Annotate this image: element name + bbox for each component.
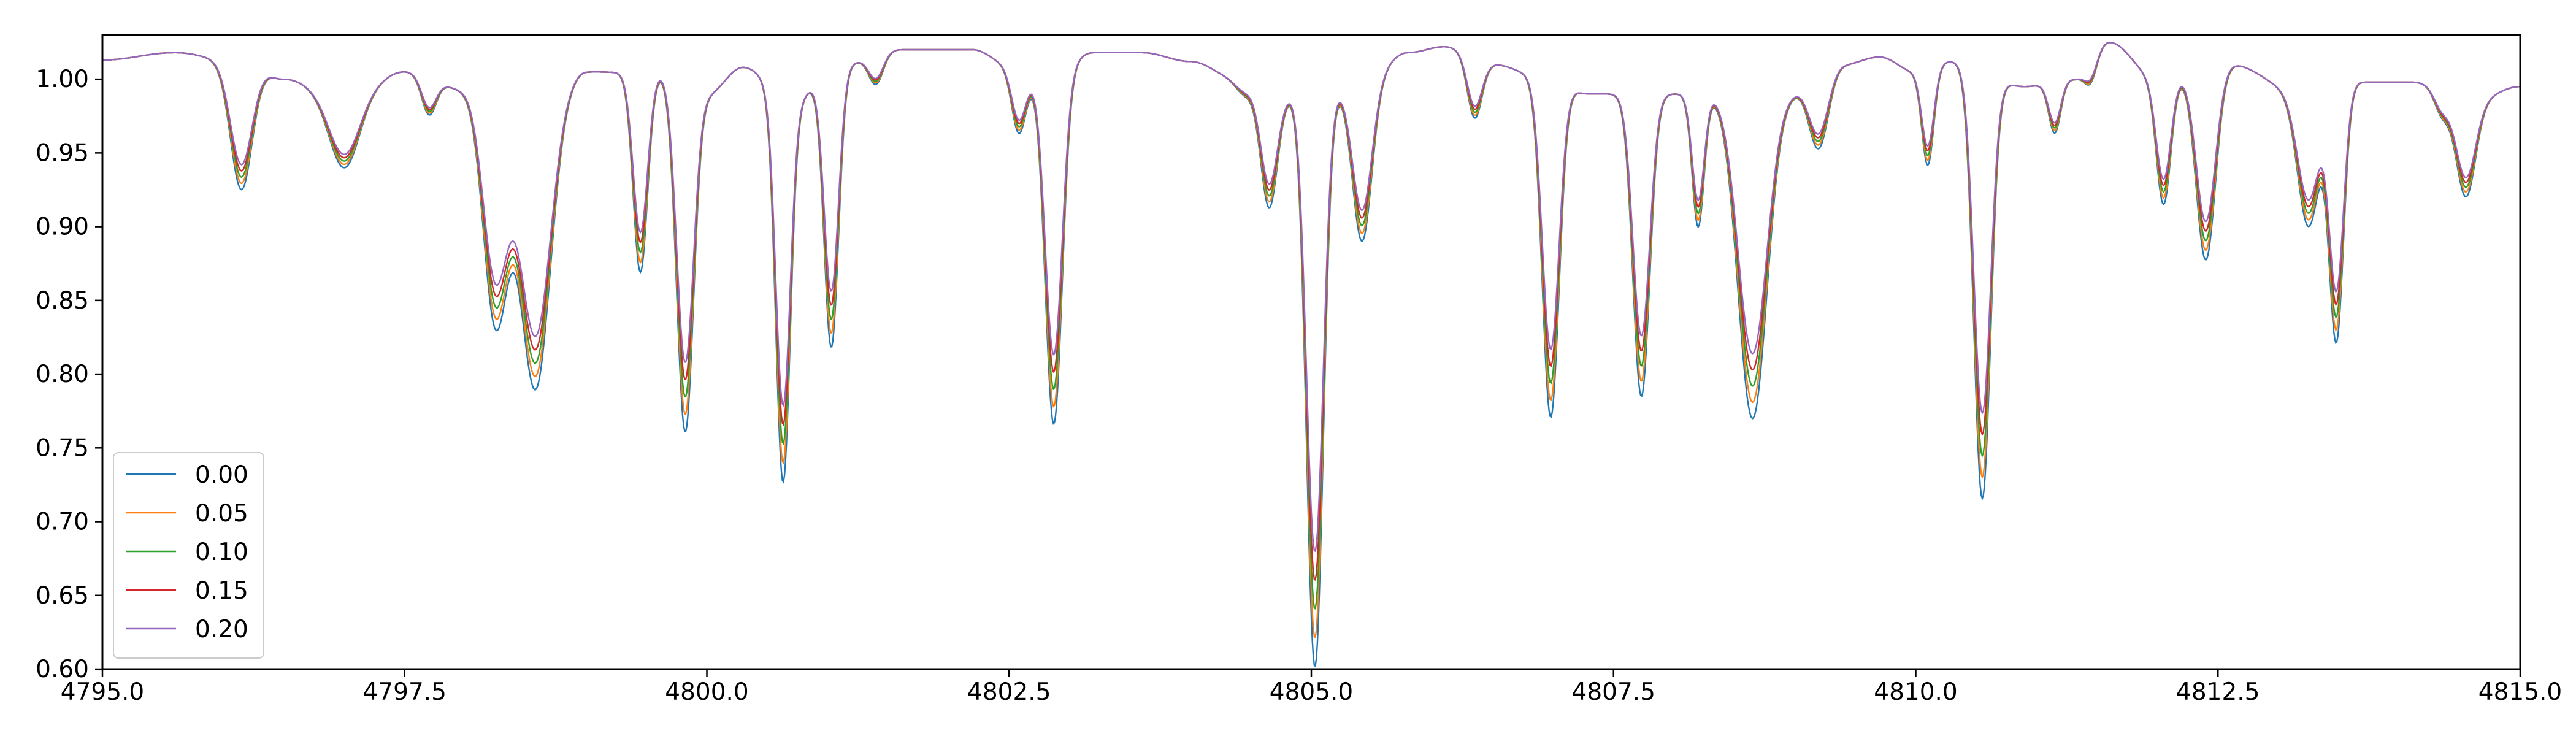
legend-label: 0.20 [195, 616, 248, 643]
y-tick-label: 0.90 [36, 213, 89, 241]
y-tick-label: 0.85 [36, 287, 89, 315]
x-tick-label: 4812.5 [2176, 678, 2260, 706]
x-tick-label: 4815.0 [2478, 678, 2562, 706]
legend-label: 0.00 [195, 461, 248, 489]
legend-label: 0.15 [195, 577, 248, 605]
y-tick-label: 0.80 [36, 361, 89, 388]
x-tick-label: 4800.0 [665, 678, 748, 706]
legend-box [113, 452, 264, 659]
y-tick-label: 0.95 [36, 139, 89, 167]
x-tick-label: 4802.5 [967, 678, 1051, 706]
y-axis: 0.60 0.65 0.70 0.75 0.80 0.85 0.90 0.95 1.00 [36, 66, 102, 683]
legend-label: 0.10 [195, 539, 248, 566]
x-tick-label: 4807.5 [1572, 678, 1655, 706]
x-axis: 4795.0 4797.5 4800.0 4802.5 4805.0 4807.5 4810… [61, 669, 2562, 706]
series-line-4 [102, 42, 2520, 553]
x-tick-label: 4797.5 [363, 678, 447, 706]
x-tick-label: 4810.0 [1874, 678, 1957, 706]
series-group [102, 42, 2520, 668]
y-tick-label: 0.70 [36, 508, 89, 536]
y-tick-label: 0.60 [36, 656, 89, 683]
x-tick-label: 4795.0 [61, 678, 144, 706]
y-tick-label: 1.00 [36, 66, 89, 93]
y-tick-label: 0.75 [36, 434, 89, 462]
y-tick-label: 0.65 [36, 582, 89, 610]
x-tick-label: 4805.0 [1270, 678, 1353, 706]
legend-label: 0.05 [195, 500, 248, 527]
legend: 0.00 0.05 0.10 0.15 0.20 [113, 452, 264, 659]
